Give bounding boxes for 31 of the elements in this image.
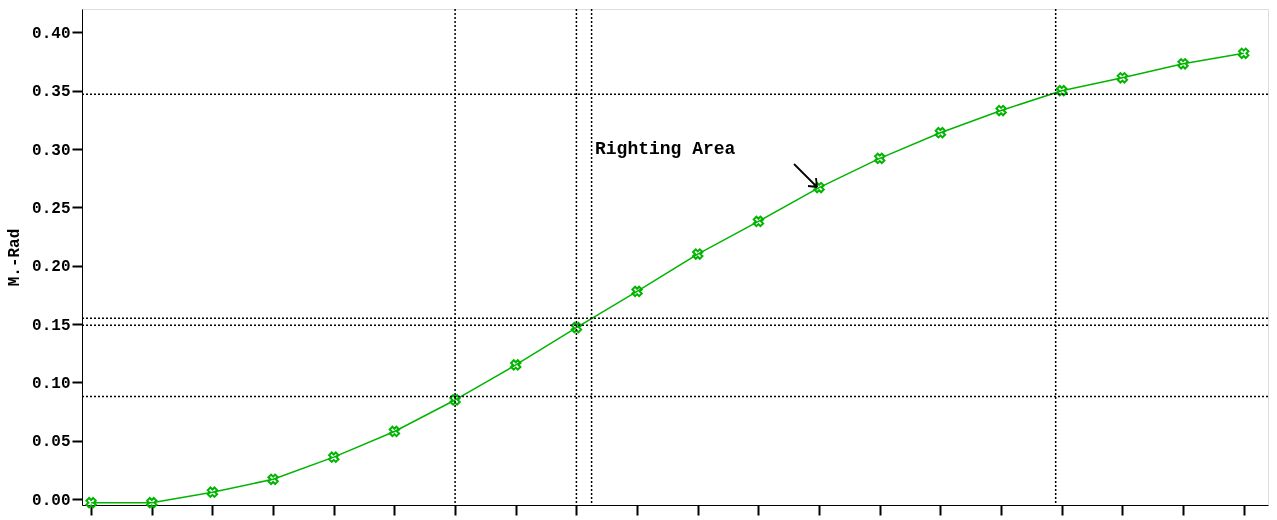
y-axis-title: M.-Rad [6,228,25,287]
point [206,486,219,498]
point [267,473,279,486]
point [1056,85,1068,97]
point [995,104,1007,117]
point [570,321,583,334]
y-tick-label: 0.25 [32,199,71,218]
annotation: Righting Area [595,139,736,159]
point [449,394,461,406]
point [692,248,704,260]
y-tick-label: 0.00 [32,491,71,510]
point [752,215,765,228]
point [813,181,825,194]
point [328,451,340,463]
y-tick-label: 0.35 [32,83,71,102]
y-tick-label: 0.40 [32,24,71,43]
y-tick-label: 0.15 [32,316,71,335]
point [874,152,886,165]
point [146,496,158,509]
y-tick-label: 0.20 [32,258,71,277]
point [934,127,947,139]
point [85,496,97,509]
point [1238,47,1250,60]
point [1177,58,1189,70]
point [388,425,401,438]
point [631,285,643,298]
point [510,359,522,371]
y-tick-label: 0.05 [32,433,71,452]
y-tick-label: 0.10 [32,374,71,393]
y-tick-label: 0.30 [32,141,71,160]
point [1116,72,1129,84]
